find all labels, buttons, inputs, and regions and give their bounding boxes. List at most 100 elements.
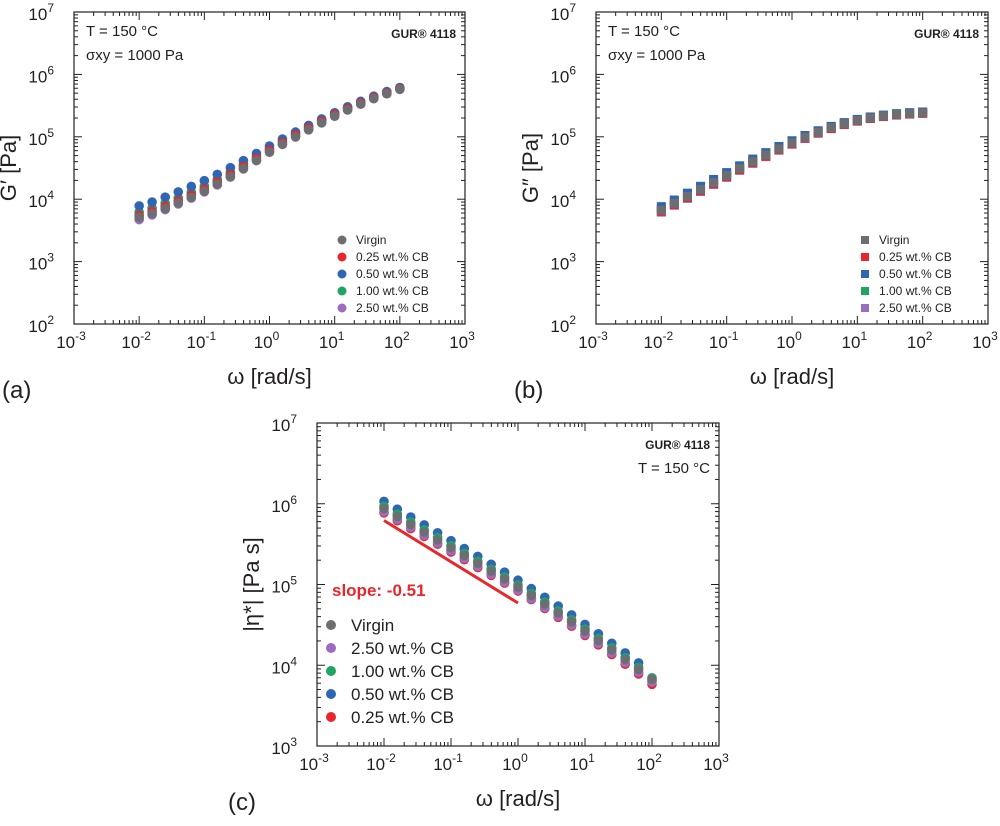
data-point — [290, 132, 301, 142]
x-axis-label: ω [rad/s] — [750, 364, 834, 389]
data-point — [355, 99, 366, 109]
data-point — [566, 617, 577, 627]
data-point — [865, 113, 875, 123]
legend-marker — [326, 689, 336, 699]
data-point — [316, 117, 327, 128]
data-point — [696, 185, 706, 195]
legend-label: 2.50 wt.% CB — [879, 301, 952, 315]
data-point — [173, 198, 184, 208]
data-point — [134, 201, 144, 211]
data-point — [499, 574, 510, 584]
x-tick-label: 101 — [842, 329, 868, 352]
data-point — [826, 123, 836, 133]
data-point — [682, 191, 692, 201]
y-tick-label: 104 — [271, 654, 297, 677]
data-point — [368, 93, 379, 104]
data-point — [147, 197, 157, 207]
data-point — [472, 558, 483, 569]
data-point — [199, 186, 210, 197]
data-point — [212, 169, 223, 180]
data-point — [303, 124, 314, 135]
data-point — [486, 566, 496, 577]
chart-panel-b: 10-3 10-2 10-1 100 101 102 103 102 103 104 105 106 1… — [514, 1, 998, 404]
data-point — [656, 205, 666, 215]
y-tick-label: 106 — [550, 63, 576, 86]
legend-label: Virgin — [879, 233, 909, 247]
data-point — [432, 535, 443, 545]
legend-label: 0.25 wt.% CB — [351, 708, 454, 727]
data-point — [446, 542, 456, 553]
x-tick-label: 10-3 — [578, 329, 608, 352]
y-tick-label: 107 — [28, 1, 54, 24]
panel-letter: (a) — [2, 377, 31, 404]
data-point — [709, 178, 719, 188]
x-tick-label: 102 — [907, 329, 933, 352]
y-tick-label: 106 — [28, 63, 54, 86]
data-point — [800, 132, 810, 142]
data-point — [633, 664, 644, 675]
data-point — [761, 150, 771, 160]
y-axis-label: G′ [Pa] — [0, 135, 21, 201]
legend-label: Virgin — [356, 233, 386, 247]
x-axis-label: ω [rad/s] — [227, 364, 311, 389]
chart-panel-a: 10-3 10-2 10-1 100 101 102 103 102 103 104 105 106 1… — [0, 1, 475, 404]
brand-label: GUR® 4118 — [645, 438, 710, 452]
x-tick-label: 10-2 — [121, 329, 151, 352]
y-tick-label: 105 — [550, 126, 576, 149]
y-tick-label: 105 — [28, 126, 54, 149]
data-point — [669, 198, 679, 208]
legend-label: 1.00 wt.% CB — [356, 284, 429, 298]
data-point — [238, 163, 249, 174]
data-point — [160, 192, 171, 202]
x-axis-label: ω [rad/s] — [476, 786, 560, 811]
y-tick-label: 106 — [271, 493, 297, 516]
x-tick-label: 103 — [703, 751, 729, 774]
condition-annotation: T = 150 °C — [86, 23, 158, 40]
x-tick-label: 10-1 — [433, 751, 463, 774]
data-point — [593, 635, 604, 646]
x-tick-label: 101 — [319, 329, 345, 352]
data-point — [392, 511, 403, 522]
legend-label: 0.25 wt.% CB — [356, 250, 429, 264]
legend-marker — [326, 666, 336, 676]
y-tick-label: 104 — [28, 188, 54, 211]
y-tick-label: 103 — [271, 735, 297, 758]
data-point — [225, 162, 236, 173]
data-point — [892, 109, 902, 119]
x-tick-label: 102 — [384, 329, 410, 352]
data-point — [264, 147, 275, 157]
x-tick-label: 100 — [502, 751, 528, 774]
x-tick-label: 101 — [569, 751, 595, 774]
y-tick-label: 103 — [28, 251, 54, 274]
x-tick-label: 10-3 — [56, 329, 86, 352]
data-point — [459, 550, 470, 561]
y-tick-label: 105 — [271, 574, 297, 597]
y-tick-label: 107 — [271, 412, 297, 435]
legend-marker — [337, 235, 347, 245]
x-tick-label: 10-1 — [187, 329, 217, 352]
legend-label: 1.00 wt.% CB — [879, 284, 952, 298]
data-point — [606, 645, 617, 655]
data-point — [787, 138, 797, 148]
legend-marker — [337, 252, 347, 262]
legend-marker — [337, 286, 347, 296]
legend-label: 2.50 wt.% CB — [356, 301, 429, 315]
data-point — [735, 164, 745, 174]
legend-label: 1.00 wt.% CB — [351, 662, 454, 681]
data-point — [419, 527, 429, 537]
legend-marker — [337, 269, 347, 279]
data-point — [342, 105, 353, 115]
condition-annotation: T = 150 °C — [608, 23, 680, 40]
data-point — [395, 84, 405, 94]
y-axis-label: |η*| [Pa s] — [239, 537, 264, 632]
data-point — [160, 203, 171, 214]
condition-annotation: σxy = 1000 Pa — [86, 47, 184, 64]
x-tick-label: 100 — [254, 329, 280, 352]
legend-label: 0.50 wt.% CB — [879, 267, 952, 281]
x-tick-label: 103 — [449, 329, 475, 352]
data-point — [329, 111, 340, 121]
data-point — [147, 208, 157, 219]
data-point — [580, 626, 590, 636]
data-point — [173, 187, 184, 197]
